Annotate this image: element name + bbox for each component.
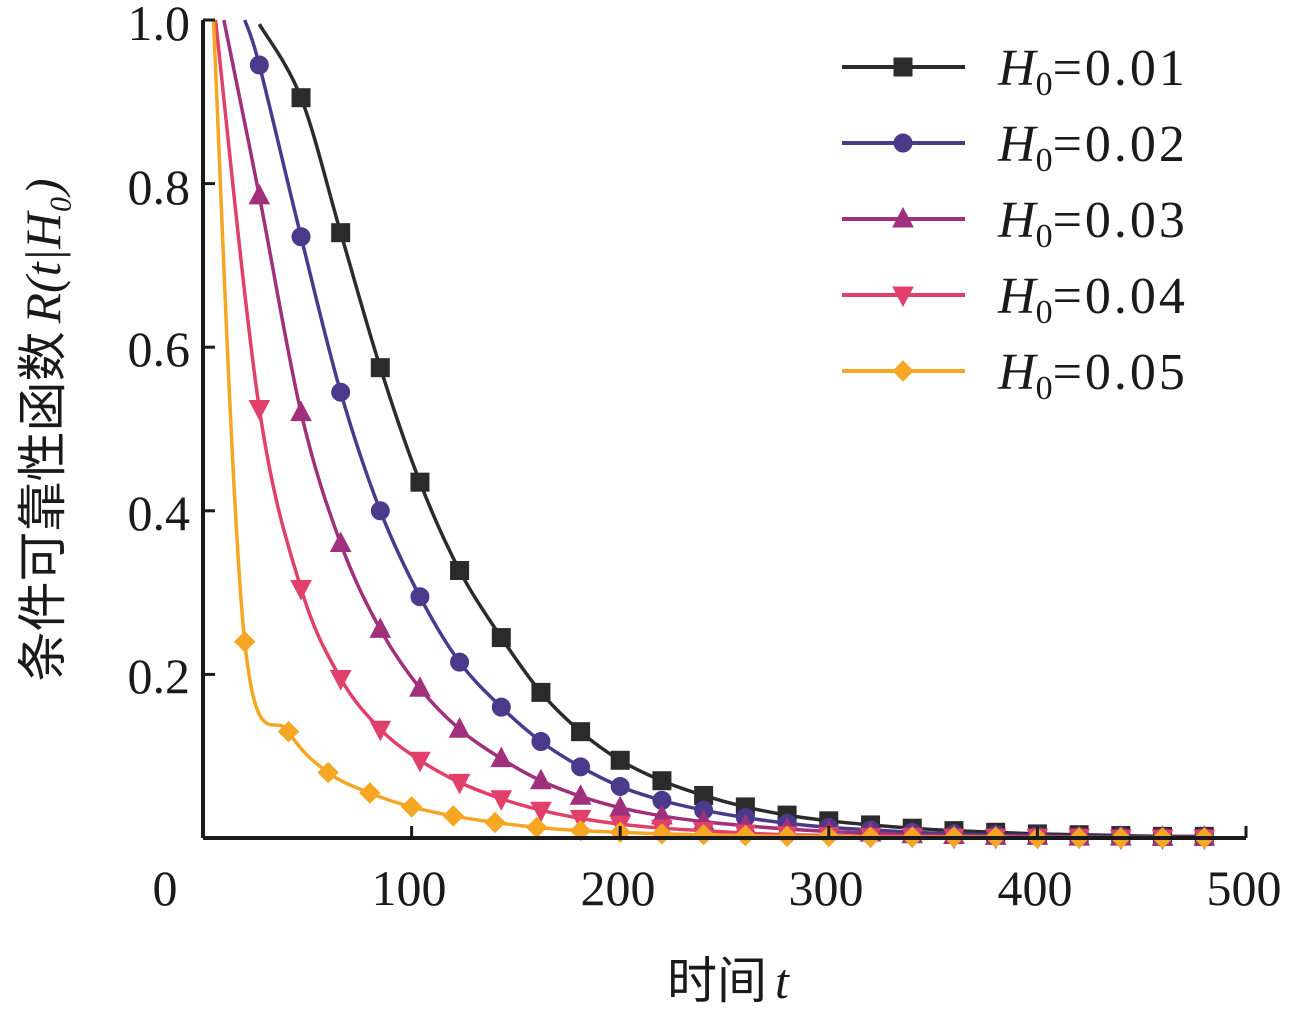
- series-4-point-1: [248, 400, 271, 421]
- legend-label-1: H0=0.01: [997, 40, 1188, 103]
- series-3-point-8: [530, 768, 552, 790]
- legend-item-5: H0=0.05: [842, 344, 1188, 407]
- legend-label-sub-5: 0: [1036, 370, 1053, 407]
- series-1-point-2: [331, 223, 351, 243]
- series-3-point-4: [369, 617, 392, 638]
- series-5-point-5: [400, 796, 423, 818]
- series-2-point-7: [491, 697, 511, 717]
- series-5-point-6: [442, 805, 465, 827]
- y-tick-label-0.8: 0.8: [128, 159, 191, 215]
- series-2-point-5: [410, 587, 430, 607]
- series-1-point-5: [450, 561, 470, 581]
- series-3-point-5: [409, 676, 431, 697]
- series-3-point-7: [490, 746, 513, 768]
- series-1-point-1: [291, 88, 311, 108]
- series-4-point-2: [290, 580, 312, 601]
- series-5-point-1: [234, 630, 256, 653]
- legend-item-1: H0=0.01: [842, 40, 1188, 103]
- series-5-point-7: [484, 811, 506, 834]
- x-tick-label-0: 0: [153, 860, 178, 916]
- series-5-point-3: [317, 761, 339, 784]
- series-4-point-5: [409, 751, 431, 773]
- series-4-point-7: [490, 790, 513, 811]
- legend-label-4: H0=0.04: [997, 268, 1188, 331]
- series-5-point-9: [569, 819, 592, 842]
- series-2-point-9: [571, 757, 591, 777]
- legend-item-3: H0=0.03: [842, 192, 1188, 255]
- y-tick-label-0.2: 0.2: [128, 648, 191, 704]
- legend-label-rest-4: =0.04: [1053, 268, 1188, 325]
- series-4-point-3: [329, 669, 352, 691]
- legend-label-sub-3: 0: [1036, 218, 1053, 255]
- series-5-point-8: [526, 816, 548, 839]
- series-4-point-6: [448, 773, 471, 795]
- series-2-point-1: [249, 55, 269, 75]
- legend-label-5: H0=0.05: [997, 344, 1188, 407]
- y-axis-title-cn: 条件可靠性函数: [14, 331, 72, 681]
- legend-label-2: H0=0.02: [997, 116, 1188, 179]
- series-1-point-3: [370, 358, 390, 378]
- x-tick-label-200: 200: [581, 860, 656, 916]
- legend-item-4: H0=0.04: [842, 268, 1188, 331]
- y-axis-title-math: R(t|H₀): [15, 179, 71, 325]
- series-5-point-4: [359, 782, 381, 804]
- x-axis-title-var: t: [775, 953, 790, 1009]
- series-4-point-8: [530, 801, 552, 823]
- legend-label-var-3: H: [997, 192, 1038, 249]
- series-2-point-4: [370, 501, 390, 521]
- series-1-point-9: [610, 750, 630, 770]
- tick-layer: [201, 18, 1248, 838]
- y-tick-label-0.6: 0.6: [128, 321, 191, 377]
- legend-label-var-5: H: [997, 344, 1038, 401]
- legend-label-sub-4: 0: [1036, 294, 1053, 331]
- series-1-point-7: [531, 682, 551, 702]
- legend-swatch-marker-2: [893, 133, 913, 153]
- series-2-point-3: [331, 382, 351, 402]
- y-tick-label-0.4: 0.4: [128, 485, 191, 541]
- legend-label-rest-3: =0.03: [1053, 192, 1188, 249]
- x-tick-label-400: 400: [998, 860, 1073, 916]
- series-4-point-9: [569, 809, 592, 831]
- legend-label-3: H0=0.03: [997, 192, 1188, 255]
- x-tick-label-500: 500: [1207, 860, 1282, 916]
- y-axis-title: 条件可靠性函数 R(t|H₀): [14, 179, 72, 682]
- series-5-point-13: [734, 824, 757, 847]
- y-tick-label-1.0: 1.0: [128, 0, 191, 51]
- x-tick-label-100: 100: [372, 860, 447, 916]
- series-1-point-10: [652, 771, 672, 791]
- series-3-point-1: [248, 183, 271, 205]
- legend-swatch-marker-5: [892, 360, 914, 382]
- legend-item-2: H0=0.02: [842, 116, 1188, 179]
- series-3-point-6: [448, 717, 471, 738]
- legend-label-var-2: H: [997, 116, 1038, 173]
- series-3-point-3: [329, 531, 352, 553]
- series-2-point-10: [610, 776, 630, 796]
- series-3-point-9: [569, 784, 592, 805]
- legend-label-rest-5: =0.05: [1053, 344, 1188, 401]
- legend-label-sub-1: 0: [1036, 66, 1053, 103]
- legend-label-var-1: H: [997, 40, 1038, 97]
- series-4-point-4: [369, 720, 392, 742]
- legend-label-sub-2: 0: [1036, 142, 1053, 179]
- legend-swatch-marker-3: [892, 206, 914, 228]
- x-tick-label-300: 300: [789, 860, 864, 916]
- legend-swatch-marker-1: [893, 57, 913, 77]
- legend-label-rest-2: =0.02: [1053, 116, 1188, 173]
- x-axis-title-cn: 时间: [667, 952, 767, 1009]
- series-2-point-2: [291, 227, 311, 247]
- series-5-point-2: [277, 720, 300, 743]
- series-1-point-6: [491, 628, 511, 648]
- legend-label-var-4: H: [997, 268, 1038, 325]
- legend-swatch-marker-4: [892, 286, 914, 308]
- x-axis-title: 时间 t: [667, 952, 790, 1009]
- series-3-point-2: [290, 400, 312, 422]
- series-2-point-6: [450, 652, 470, 672]
- series-1-point-8: [571, 722, 591, 742]
- series-1-point-4: [410, 472, 430, 492]
- series-2-point-8: [531, 731, 551, 751]
- legend-label-rest-1: =0.01: [1053, 40, 1188, 97]
